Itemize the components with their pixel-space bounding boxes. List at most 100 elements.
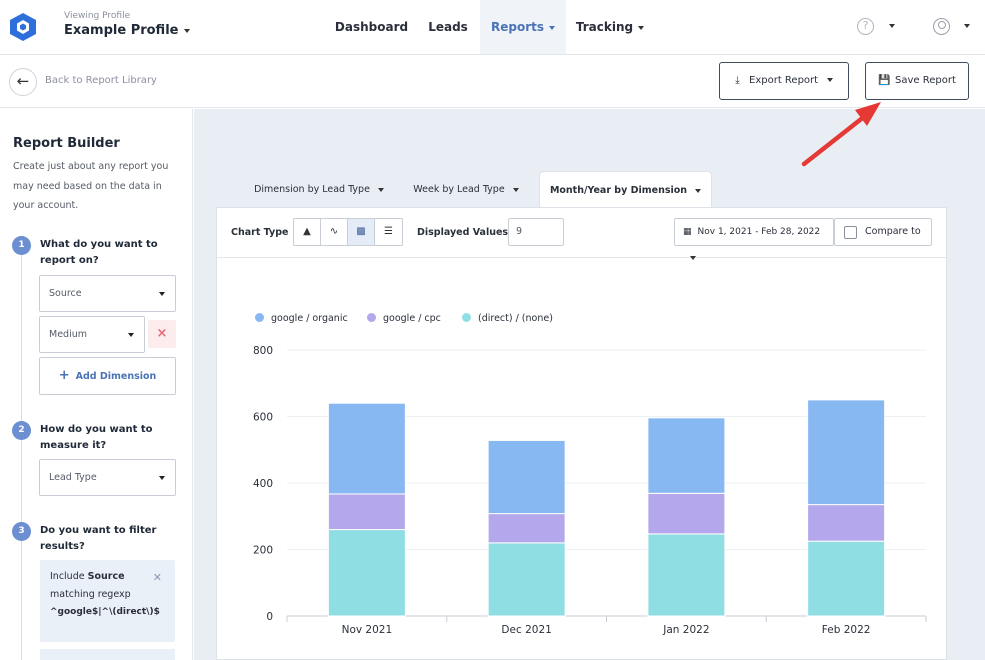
save-report-label: Save Report — [895, 75, 956, 86]
save-disk-icon: 💾 — [878, 75, 891, 86]
dimension-select-source[interactable]: Source — [39, 275, 176, 312]
brand-logo-icon[interactable] — [8, 12, 38, 42]
legend-dot-icon — [255, 313, 264, 322]
annotation-arrow-icon — [801, 102, 881, 167]
report-builder-title: Report Builder — [13, 136, 120, 151]
chart-type-label: Chart Type — [231, 227, 289, 238]
top-navbar: Viewing Profile Example Profile Dashboar… — [0, 0, 985, 55]
dimension-select-source-value: Source — [49, 288, 82, 299]
tab-label: Dimension by Lead Type — [254, 184, 370, 195]
step-number-1: 1 — [12, 236, 31, 255]
user-menu-chevron-icon[interactable] — [964, 24, 970, 28]
profile-name[interactable]: Example Profile — [64, 23, 179, 38]
nav-tracking[interactable]: Tracking — [570, 0, 650, 54]
add-dimension-button[interactable]: + Add Dimension — [39, 357, 176, 395]
date-range-value: Nov 1, 2021 - Feb 28, 2022 — [697, 227, 821, 237]
y-tick-label: 400 — [253, 478, 273, 490]
legend-google-organic[interactable]: google / organic — [255, 313, 348, 324]
bar-segment — [487, 513, 566, 544]
bar-segment — [807, 504, 886, 542]
tab-month-year-by-dimension[interactable]: Month/Year by Dimension — [539, 171, 712, 208]
chevron-down-icon — [512, 187, 519, 192]
tab-dimension-by-lead-type[interactable]: Dimension by Lead Type — [249, 171, 389, 208]
export-report-label: Export Report — [749, 75, 819, 86]
help-icon[interactable]: ? — [857, 18, 874, 35]
chevron-down-icon — [377, 187, 384, 192]
date-range-picker[interactable]: ▦ Nov 1, 2021 - Feb 28, 2022 — [674, 218, 834, 260]
x-tick-label: Feb 2022 — [822, 624, 871, 636]
plus-icon: + — [58, 368, 70, 383]
chevron-down-icon — [159, 292, 165, 296]
remove-filter-close-icon[interactable]: ✕ — [152, 571, 162, 584]
step-1-question: What do you want to report on? — [40, 239, 158, 266]
profile-caption: Viewing Profile — [64, 11, 131, 21]
save-report-button[interactable]: 💾 Save Report — [865, 62, 969, 100]
displayed-values-input[interactable]: 9 — [508, 218, 564, 246]
measure-select-lead-type[interactable]: Lead Type — [39, 459, 176, 496]
user-avatar-icon[interactable] — [933, 18, 950, 35]
compare-checkbox[interactable] — [844, 226, 857, 239]
filter-card[interactable]: Include Source matching regexp ^google$|… — [40, 560, 175, 642]
tab-label: Week by Lead Type — [413, 184, 505, 195]
dimension-select-medium[interactable]: Medium — [39, 316, 145, 353]
bar-segment — [327, 493, 406, 531]
report-builder-description: Create just about any report you may nee… — [13, 161, 169, 211]
table-view-icon[interactable]: ☰ — [384, 226, 393, 237]
chevron-down-icon — [549, 25, 555, 30]
y-tick-label: 800 — [253, 345, 273, 357]
bar-segment — [327, 529, 406, 617]
chart-toolbar: Chart Type ▲ ∿ ▩ ☰ Displayed Values 9 ▦ N… — [217, 208, 946, 260]
legend-label: google / organic — [271, 313, 348, 324]
nav-leads[interactable]: Leads — [418, 0, 478, 54]
legend-label: google / cpc — [383, 313, 441, 324]
legend-direct-none[interactable]: (direct) / (none) — [462, 313, 553, 324]
nav-reports[interactable]: Reports — [480, 0, 566, 54]
compare-label: Compare to — [865, 226, 921, 237]
add-dimension-label: Add Dimension — [75, 371, 157, 382]
tab-week-by-lead-type[interactable]: Week by Lead Type — [406, 171, 526, 208]
displayed-values-label: Displayed Values — [417, 227, 509, 238]
bar-segment — [327, 402, 406, 495]
chevron-down-icon — [638, 25, 645, 30]
nav-dashboard[interactable]: Dashboard — [330, 0, 413, 54]
export-report-button[interactable]: ⤓ Export Report — [719, 62, 849, 100]
dimension-select-medium-value: Medium — [49, 329, 87, 340]
chevron-down-icon — [184, 28, 191, 33]
measure-select-value: Lead Type — [49, 472, 97, 483]
back-to-library-link[interactable]: Back to Report Library — [45, 75, 157, 86]
chart-panel: Chart Type ▲ ∿ ▩ ☰ Displayed Values 9 ▦ N… — [216, 207, 947, 660]
filter-field: Source — [87, 571, 125, 582]
nav-tracking-label[interactable]: Tracking — [575, 20, 634, 34]
chart-type-switcher[interactable]: ▲ ∿ ▩ ☰ — [293, 218, 403, 246]
back-arrow-icon[interactable]: ← — [9, 68, 37, 96]
chevron-down-icon — [695, 188, 702, 193]
report-builder-sidebar: Report Builder Create just about any rep… — [0, 109, 193, 660]
legend-label: (direct) / (none) — [478, 313, 553, 324]
legend-dot-icon — [462, 313, 471, 322]
x-tick-label: Jan 2022 — [662, 624, 709, 636]
nav-reports-label[interactable]: Reports — [490, 20, 544, 34]
help-menu-chevron-icon[interactable] — [889, 24, 895, 28]
compare-to-toggle[interactable]: Compare to — [834, 218, 932, 246]
bar-segment — [647, 492, 726, 535]
bar-segment — [487, 542, 566, 617]
step-number-2: 2 — [12, 421, 31, 440]
nav-leads-label[interactable]: Leads — [428, 20, 468, 34]
area-chart-icon[interactable]: ▲ — [294, 219, 321, 245]
filter-card-next[interactable] — [40, 649, 175, 660]
profile-switcher[interactable]: Example Profile — [64, 23, 191, 38]
chevron-down-icon — [128, 333, 134, 337]
y-tick-label: 0 — [266, 611, 273, 623]
remove-dimension-close-icon[interactable]: × — [148, 320, 176, 348]
legend-google-cpc[interactable]: google / cpc — [367, 313, 441, 324]
line-chart-icon[interactable]: ∿ — [321, 219, 348, 245]
bar-chart-icon[interactable]: ▩ — [348, 219, 375, 245]
nav-dashboard-label[interactable]: Dashboard — [334, 20, 409, 34]
x-tick-label: Nov 2021 — [342, 624, 393, 636]
step-3-question: Do you want to filter results? — [40, 525, 157, 552]
bar-segment — [807, 540, 886, 617]
chevron-down-icon — [827, 78, 834, 82]
y-tick-label: 200 — [253, 545, 273, 557]
report-main-area: Dimension by Lead Type Week by Lead Type… — [194, 109, 985, 660]
y-tick-label: 600 — [253, 412, 273, 424]
